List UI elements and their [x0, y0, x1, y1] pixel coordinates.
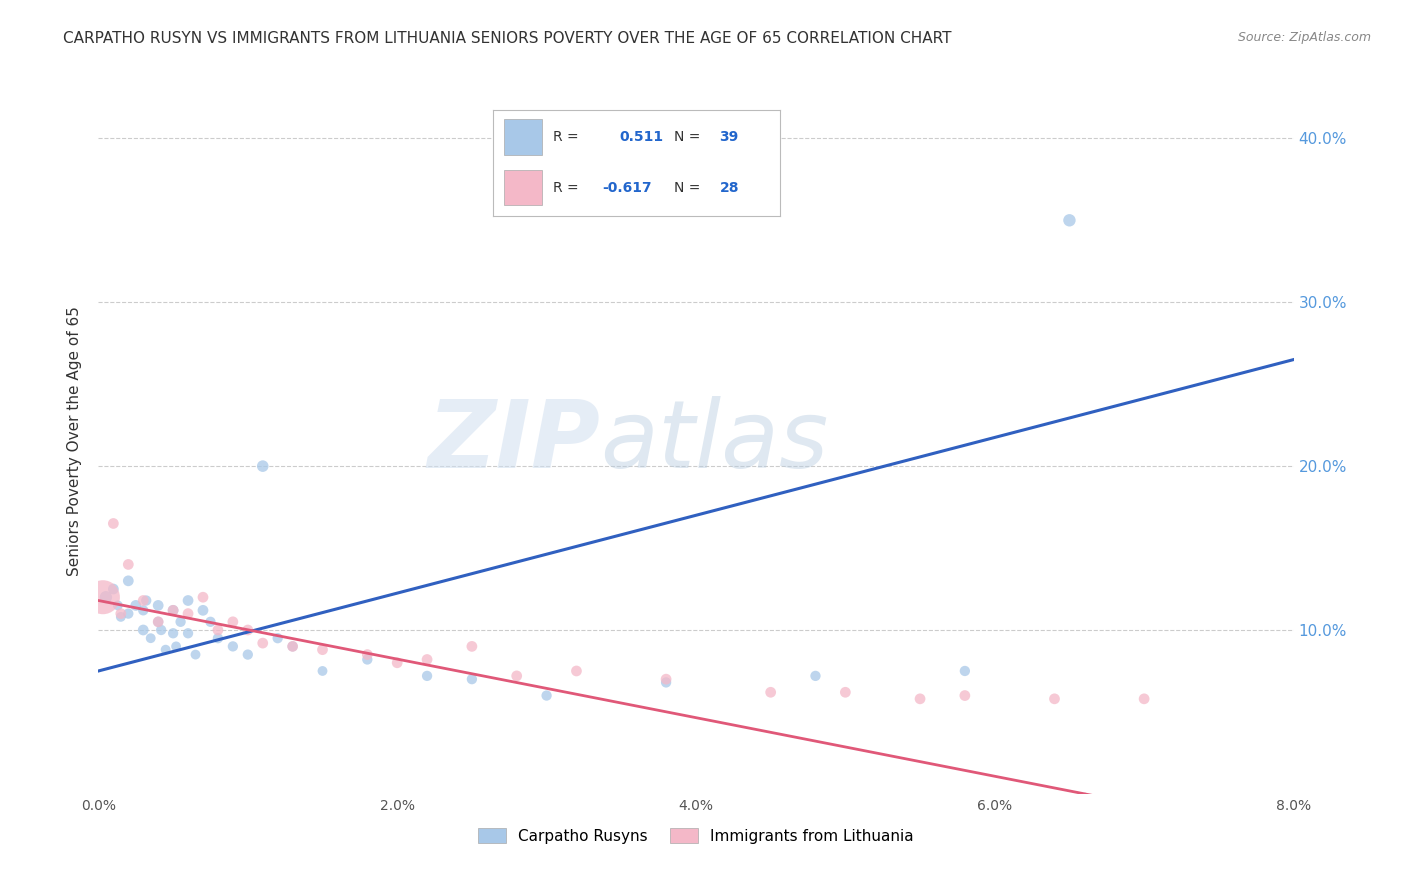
Point	[207, 631, 229, 645]
Point	[184, 648, 207, 662]
Point	[150, 623, 173, 637]
Point	[103, 582, 125, 596]
Point	[236, 623, 259, 637]
Point	[536, 689, 558, 703]
Point	[110, 607, 132, 621]
Point	[1133, 691, 1156, 706]
Point	[461, 640, 484, 654]
Point	[177, 593, 200, 607]
Text: CARPATHO RUSYN VS IMMIGRANTS FROM LITHUANIA SENIORS POVERTY OVER THE AGE OF 65 C: CARPATHO RUSYN VS IMMIGRANTS FROM LITHUA…	[63, 31, 952, 46]
Point	[132, 603, 155, 617]
Point	[1043, 691, 1066, 706]
Point	[1059, 213, 1081, 227]
Point	[177, 607, 200, 621]
Text: ZIP: ZIP	[427, 395, 600, 488]
Point	[110, 610, 132, 624]
Point	[385, 656, 409, 670]
Point	[139, 631, 162, 645]
Point	[191, 603, 214, 617]
Point	[117, 574, 139, 588]
Point	[506, 669, 529, 683]
Point	[311, 642, 333, 657]
Point	[155, 642, 177, 657]
Point	[804, 669, 827, 683]
Point	[565, 664, 588, 678]
Text: Source: ZipAtlas.com: Source: ZipAtlas.com	[1237, 31, 1371, 45]
Point	[834, 685, 856, 699]
Point	[165, 640, 187, 654]
Point	[252, 459, 274, 474]
Point	[148, 615, 170, 629]
Point	[177, 626, 200, 640]
Point	[125, 599, 148, 613]
Point	[132, 593, 155, 607]
Legend: Carpatho Rusyns, Immigrants from Lithuania: Carpatho Rusyns, Immigrants from Lithuan…	[472, 822, 920, 850]
Point	[107, 599, 129, 613]
Point	[132, 623, 155, 637]
Point	[281, 640, 304, 654]
Point	[356, 652, 378, 666]
Point	[655, 675, 678, 690]
Point	[91, 591, 114, 605]
Point	[148, 615, 170, 629]
Point	[311, 664, 333, 678]
Point	[200, 615, 222, 629]
Point	[207, 623, 229, 637]
Point	[135, 593, 157, 607]
Point	[416, 652, 439, 666]
Text: atlas: atlas	[600, 396, 828, 487]
Point	[162, 603, 184, 617]
Point	[222, 640, 245, 654]
Point	[759, 685, 782, 699]
Point	[953, 689, 976, 703]
Point	[908, 691, 931, 706]
Point	[655, 672, 678, 686]
Point	[222, 615, 245, 629]
Point	[117, 558, 139, 572]
Y-axis label: Seniors Poverty Over the Age of 65: Seniors Poverty Over the Age of 65	[67, 307, 83, 576]
Point	[117, 607, 139, 621]
Point	[461, 672, 484, 686]
Point	[191, 591, 214, 605]
Point	[267, 631, 290, 645]
Point	[356, 648, 378, 662]
Point	[416, 669, 439, 683]
Point	[169, 615, 191, 629]
Point	[103, 516, 125, 531]
Point	[94, 591, 117, 605]
Point	[162, 626, 184, 640]
Point	[148, 599, 170, 613]
Point	[953, 664, 976, 678]
Point	[252, 636, 274, 650]
Point	[162, 603, 184, 617]
Point	[281, 640, 304, 654]
Point	[236, 648, 259, 662]
